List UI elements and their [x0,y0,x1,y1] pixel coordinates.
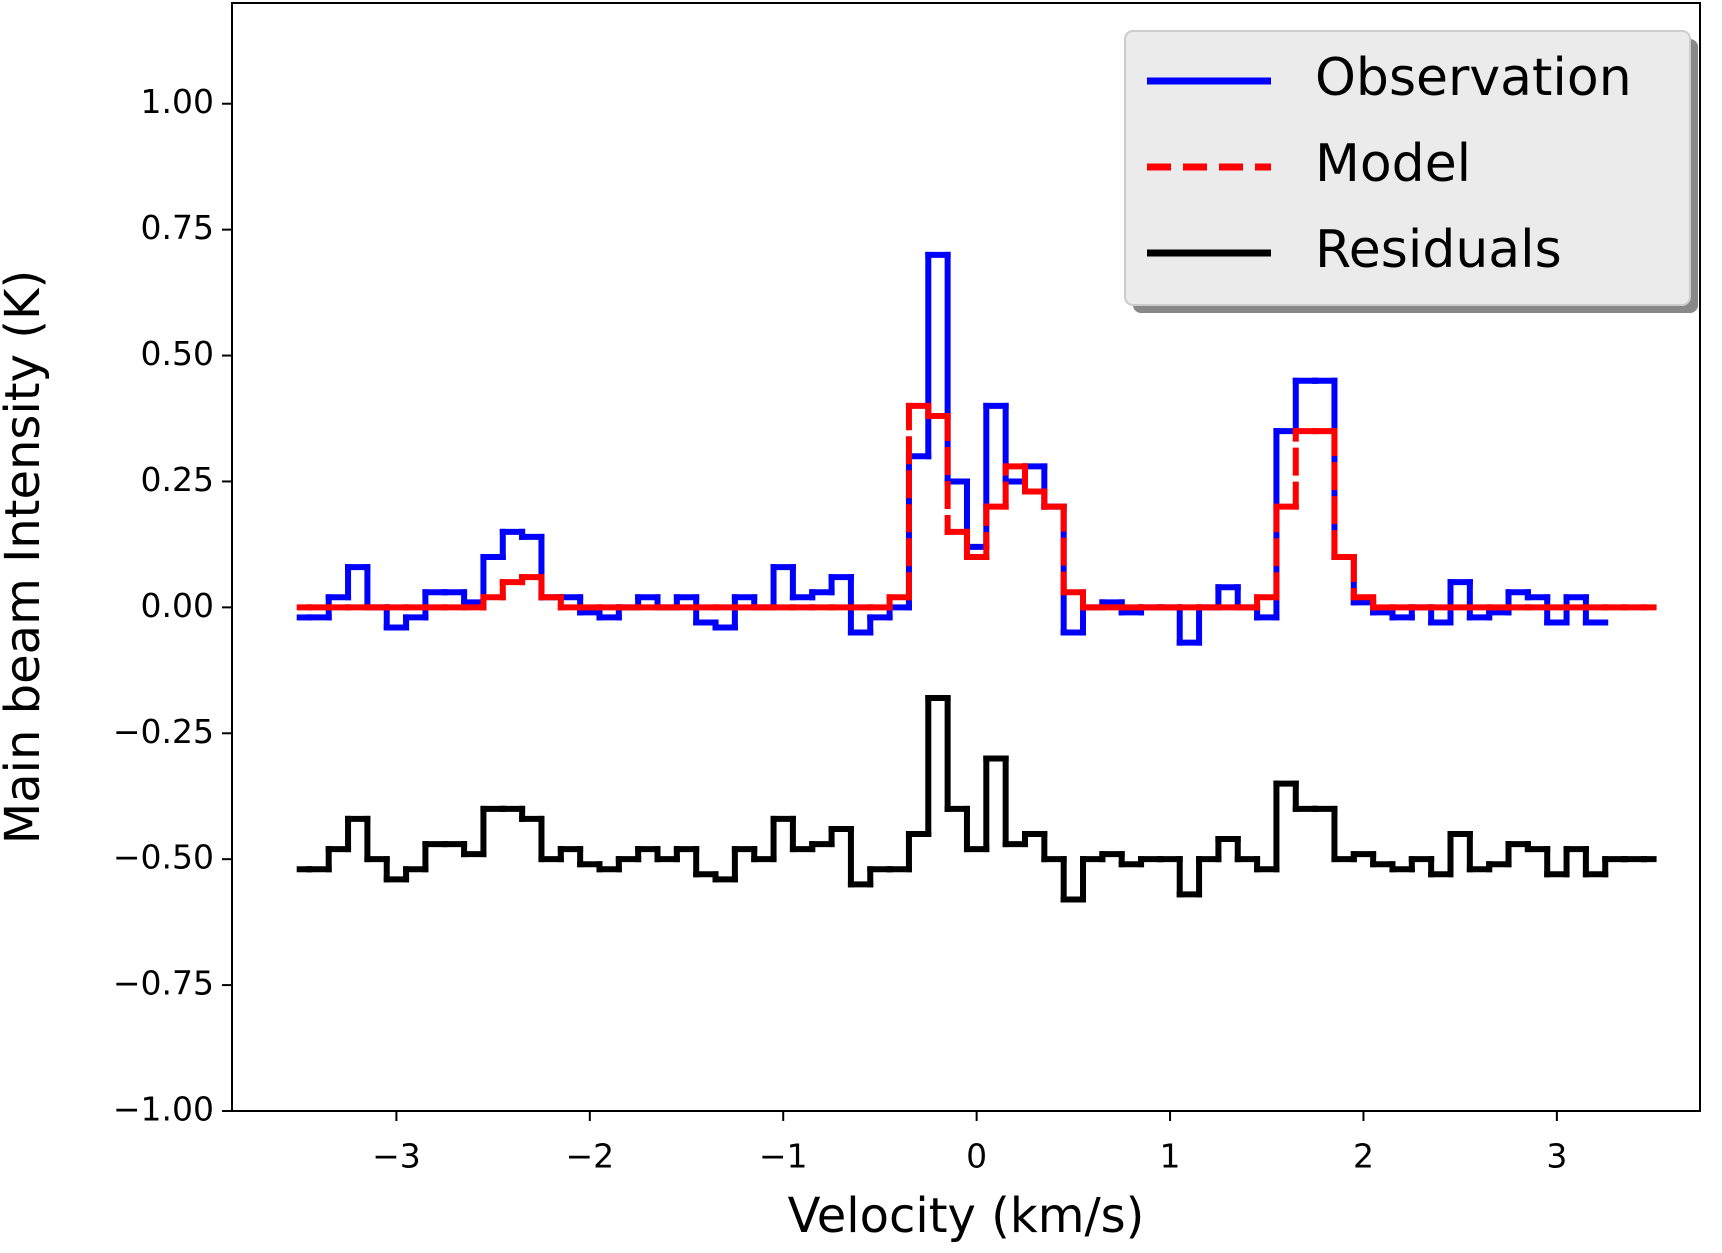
series-2 [296,695,1657,903]
y-tick-label: −1.00 [113,1090,214,1129]
x-tick-label: 2 [1353,1137,1374,1176]
y-tick-label: 0.75 [141,208,214,247]
y-tick-label: 0.00 [141,586,214,625]
series-1 [296,402,1657,611]
legend-label: Model [1315,134,1471,194]
y-tick-label: 0.50 [141,334,214,373]
x-tick-label: 3 [1546,1137,1567,1176]
legend-label: Residuals [1315,220,1562,280]
y-tick-label: −0.75 [113,964,214,1003]
x-tick-label: 0 [966,1137,987,1176]
x-tick-label: −2 [565,1137,614,1176]
x-tick-label: 1 [1160,1137,1181,1176]
x-tick-label: −3 [372,1137,421,1176]
y-tick-label: 1.00 [141,82,214,121]
legend-label: Observation [1315,48,1632,108]
legend-box [1124,30,1691,306]
y-tick-label: 0.25 [141,460,214,499]
x-axis-label: Velocity (km/s) [788,1188,1145,1244]
x-tick-label: −1 [759,1137,808,1176]
y-tick-label: −0.25 [113,712,214,751]
y-axis-label: Main beam Intensity (K) [0,270,51,844]
plot-frame [231,2,1701,1112]
y-tick-label: −0.50 [113,838,214,877]
